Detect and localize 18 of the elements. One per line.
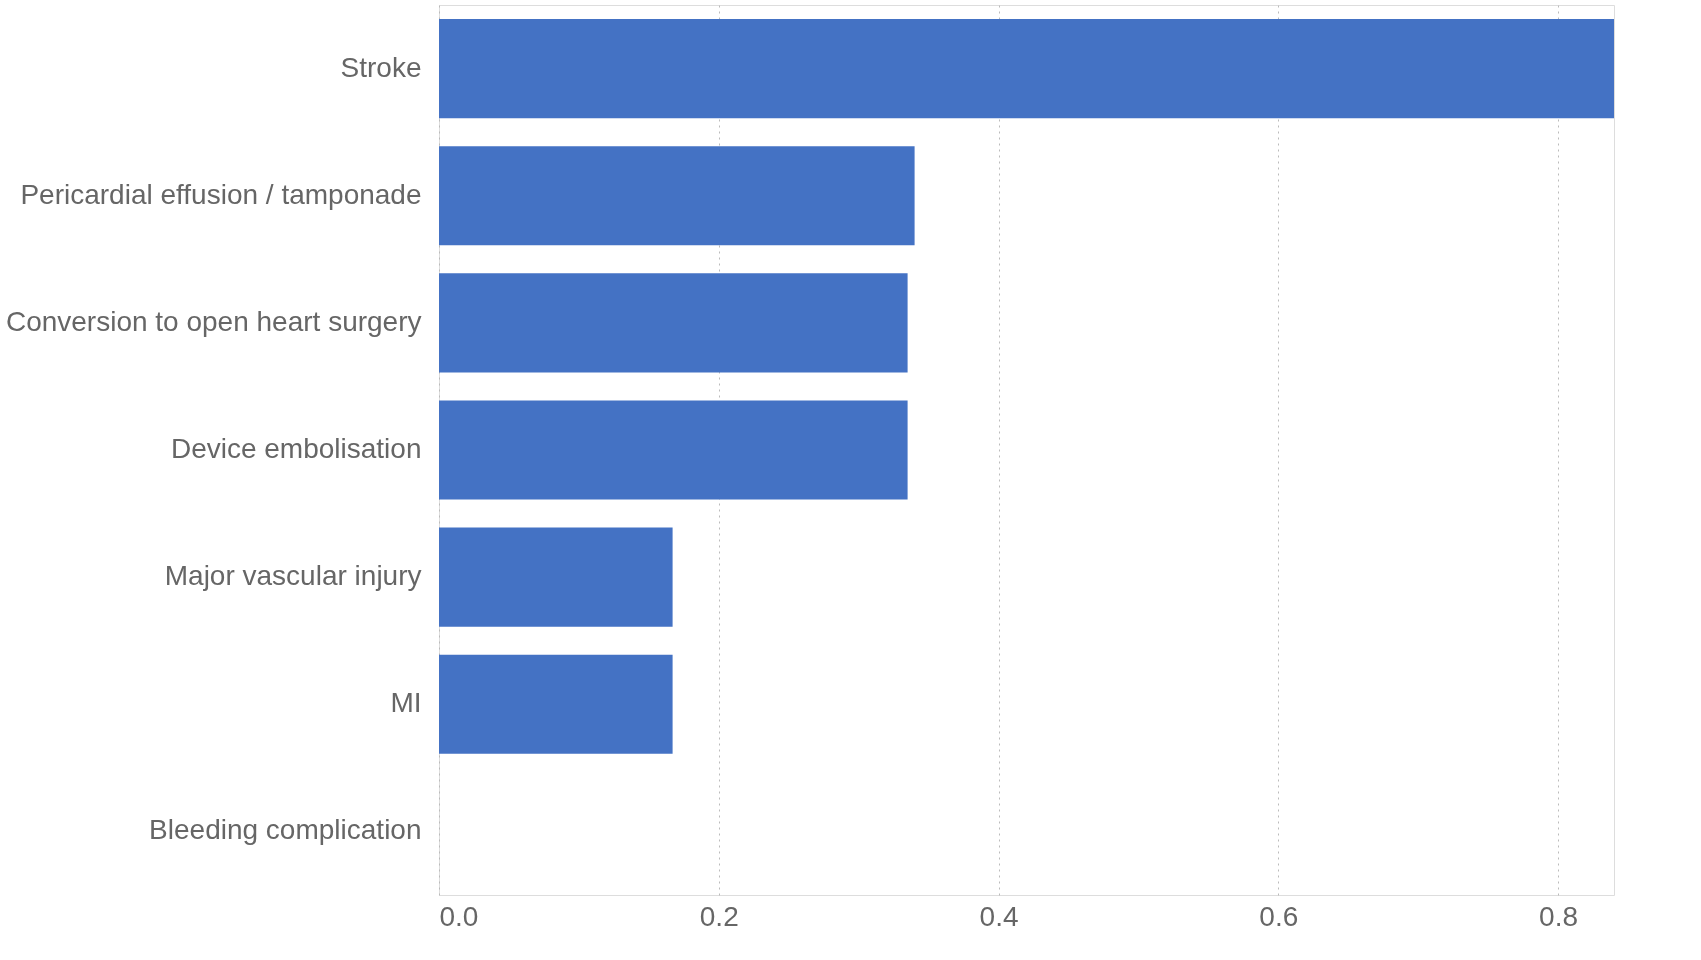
x-tick-label: 0.2: [699, 900, 739, 932]
bar: [439, 18, 1614, 119]
bar: [439, 654, 673, 754]
x-tick-label: 0.4: [979, 900, 1019, 932]
y-tick-label: Bleeding complication: [149, 814, 422, 846]
bar: [439, 273, 908, 373]
y-tick-label: Conversion to open heart surgery: [5, 305, 422, 337]
y-tick-label: Pericardial effusion / tamponade: [20, 178, 422, 210]
y-tick-label: Stroke: [340, 51, 422, 83]
bar: [439, 527, 673, 627]
x-tick-label: 0.0: [439, 900, 479, 932]
y-tick-label: Major vascular injury: [164, 560, 422, 592]
y-tick-label: MI: [390, 687, 422, 719]
x-tick-label: 0.6: [1259, 900, 1299, 932]
x-tick-label: 0.8: [1539, 900, 1579, 932]
bar: [439, 146, 915, 246]
y-tick-label: Device embolisation: [170, 433, 422, 464]
bar: [439, 400, 908, 500]
